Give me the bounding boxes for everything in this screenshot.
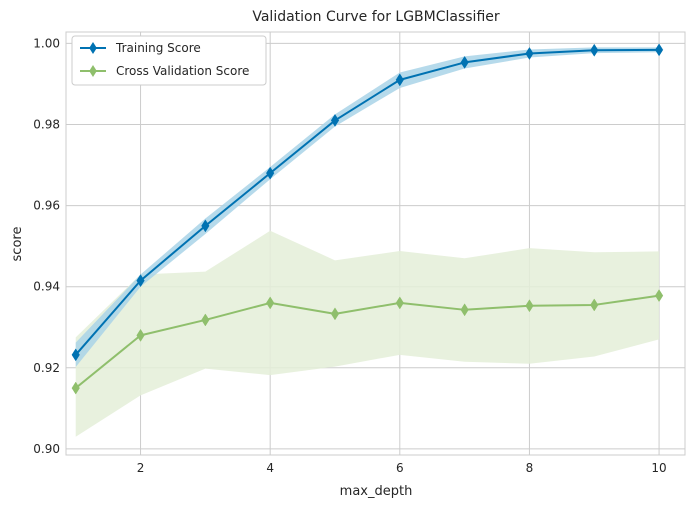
- confidence-band-1: [75, 230, 660, 437]
- confidence-bands: [75, 47, 660, 437]
- legend: Training Score Cross Validation Score: [71, 35, 267, 86]
- y-axis-label: score: [10, 227, 25, 262]
- data-point: [136, 328, 145, 342]
- x-tick-label: 2: [137, 461, 145, 475]
- series-markers: [71, 43, 664, 395]
- x-tick-label: 10: [651, 461, 666, 475]
- y-tick-label: 0.96: [33, 199, 60, 213]
- data-point: [460, 303, 469, 317]
- data-point: [266, 296, 275, 310]
- data-point: [71, 381, 80, 395]
- data-point: [654, 289, 664, 303]
- legend-marker: [89, 65, 97, 77]
- series-line-1: [75, 294, 660, 389]
- data-point: [395, 296, 404, 310]
- y-tick-label: 0.94: [33, 280, 60, 294]
- data-point: [330, 307, 340, 321]
- data-point: [395, 73, 404, 87]
- x-axis-label: max_depth: [340, 484, 413, 499]
- plot-area: [65, 31, 686, 456]
- y-tick-labels: 0.90 0.92 0.94 0.96 0.98 1.00: [33, 36, 60, 456]
- data-point: [136, 274, 145, 288]
- data-point: [330, 113, 340, 127]
- legend-marker: [89, 42, 97, 54]
- chart-title: Validation Curve for LGBMClassifier: [252, 9, 500, 25]
- x-tick-label: 8: [526, 461, 534, 475]
- data-point: [266, 166, 275, 180]
- data-point: [201, 313, 210, 327]
- legend-label: Training Score: [115, 41, 201, 55]
- y-tick-label: 0.92: [33, 361, 60, 375]
- legend-box: [71, 35, 267, 86]
- data-point: [460, 55, 469, 69]
- x-tick-label: 4: [266, 461, 274, 475]
- y-tick-label: 0.98: [33, 117, 60, 131]
- y-tick-label: 1.00: [33, 36, 60, 50]
- y-tick-label: 0.90: [33, 442, 60, 456]
- x-tick-label: 6: [396, 461, 404, 475]
- series-lines: [74, 48, 660, 389]
- series-line-0: [74, 48, 660, 356]
- data-point: [525, 47, 534, 60]
- legend-items: Training Score Cross Validation Score: [80, 41, 249, 78]
- data-point: [590, 43, 599, 57]
- data-point: [590, 298, 599, 312]
- data-point: [71, 348, 80, 362]
- legend-label: Cross Validation Score: [116, 64, 249, 78]
- data-point: [525, 299, 534, 313]
- data-point: [654, 43, 664, 57]
- x-tick-labels: 2 4 6 8 10: [137, 461, 667, 475]
- data-point: [201, 219, 210, 233]
